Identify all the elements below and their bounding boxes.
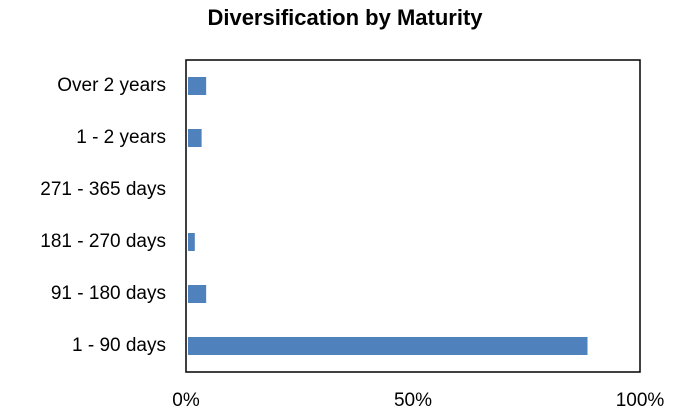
x-tick-label: 100% <box>616 390 665 411</box>
x-tick-label: 50% <box>394 390 432 411</box>
y-tick-label: 91 - 180 days <box>51 283 166 304</box>
y-tick-label: 181 - 270 days <box>40 231 166 252</box>
bar <box>188 233 195 251</box>
bar <box>188 77 207 95</box>
y-tick-label: 271 - 365 days <box>40 179 166 200</box>
bar <box>188 337 588 355</box>
plot-border <box>185 59 641 373</box>
x-tick-label: 0% <box>172 390 200 411</box>
chart-title: Diversification by Maturity <box>207 5 483 30</box>
bar <box>188 129 202 147</box>
y-tick-label: 1 - 90 days <box>72 335 166 356</box>
bar <box>188 285 207 303</box>
y-tick-label: 1 - 2 years <box>76 127 166 148</box>
y-tick-label: Over 2 years <box>57 75 166 96</box>
